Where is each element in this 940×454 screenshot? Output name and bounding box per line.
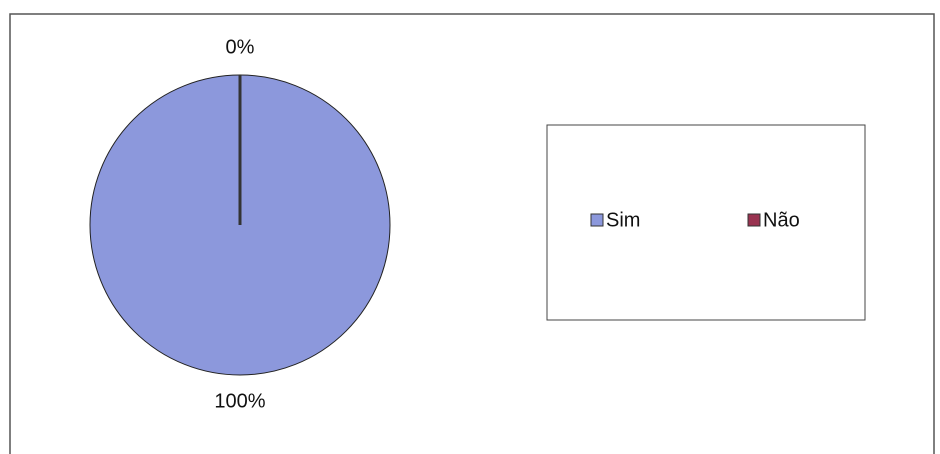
data-label: 0% [226,36,255,58]
legend-swatch [590,213,604,227]
legend-label: Não [763,209,800,231]
legend-swatch [747,213,761,227]
data-label: 100% [214,390,265,412]
legend-label: Sim [606,209,640,231]
